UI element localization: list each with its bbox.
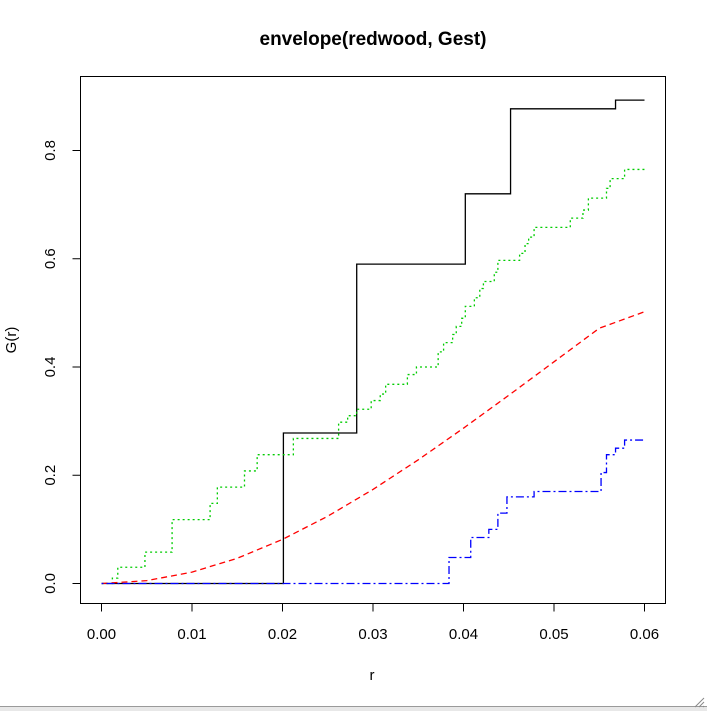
window-bottom-edge [0, 706, 707, 711]
x-axis: 0.00 0.01 0.02 0.03 0.04 0.05 0.06 [87, 603, 659, 643]
x-tick-label: 0.04 [449, 626, 478, 643]
y-axis-label: G(r) [3, 327, 20, 354]
x-tick-label: 0.06 [630, 626, 659, 643]
plot-frame [80, 76, 666, 604]
x-tick-label: 0.01 [177, 626, 206, 643]
y-tick-label: 0.6 [42, 248, 59, 269]
y-axis: 0.0 0.2 0.4 0.6 0.8 [42, 140, 81, 594]
series-line-1 [101, 99, 645, 585]
x-axis-label: r [370, 667, 375, 684]
x-tick-label: 0.03 [358, 626, 387, 643]
resize-grip-icon[interactable] [693, 696, 705, 708]
series-line-2 [101, 168, 645, 585]
x-tick-label: 0.02 [268, 626, 297, 643]
y-tick-label: 0.8 [42, 140, 59, 161]
y-tick-label: 0.2 [42, 465, 59, 486]
y-tick-label: 0.4 [42, 357, 59, 378]
x-tick-label: 0.05 [539, 626, 568, 643]
chart-title: envelope(redwood, Gest) [260, 29, 487, 50]
y-tick-label: 0.0 [42, 573, 59, 594]
series-line-4 [101, 439, 645, 585]
series-layer [101, 99, 645, 585]
series-line-3 [101, 311, 645, 585]
x-tick-label: 0.00 [87, 626, 116, 643]
